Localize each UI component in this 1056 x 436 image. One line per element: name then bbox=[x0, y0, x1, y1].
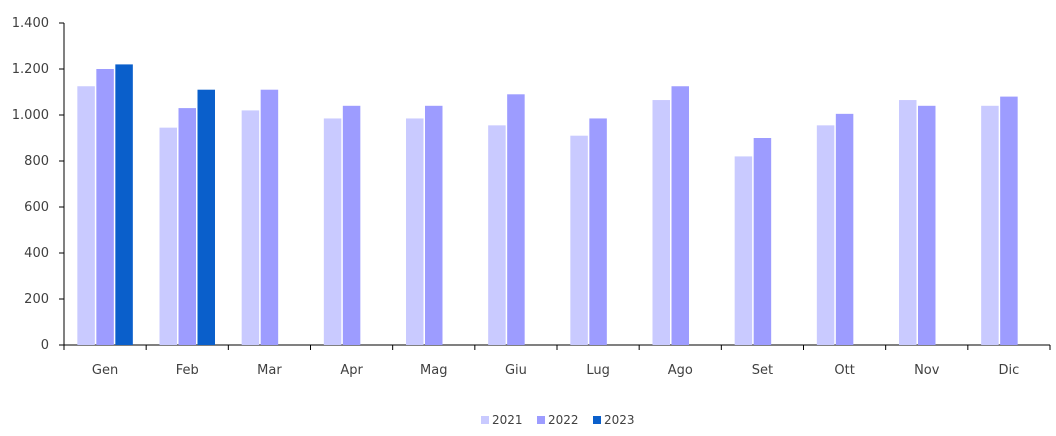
x-axis: Gen Feb Mar Apr Mag Giu Lug Ago Set Ott Nov Dic bbox=[63, 344, 1051, 378]
y-tick-label: 0 bbox=[41, 338, 49, 353]
bar-2022-lug bbox=[589, 118, 607, 345]
bar-2022-feb bbox=[178, 108, 196, 345]
bar-2022-mag bbox=[425, 105, 443, 345]
x-tick-label: Nov bbox=[914, 363, 940, 378]
bar-2021-apr bbox=[323, 118, 342, 345]
bar-2023-gen bbox=[115, 64, 133, 346]
bars-group bbox=[77, 64, 1018, 346]
x-tick-label: Ago bbox=[668, 363, 693, 378]
legend: 2021 2022 2023 bbox=[481, 413, 635, 427]
bar-2021-nov bbox=[899, 100, 917, 345]
bar-2021-giu bbox=[488, 125, 506, 345]
bar-2022-gen bbox=[96, 69, 114, 345]
x-tick-label: Gen bbox=[92, 363, 118, 378]
legend-swatch-2022 bbox=[537, 416, 545, 424]
y-tick-label: 800 bbox=[24, 154, 49, 169]
bar-2021-lug bbox=[570, 135, 588, 345]
legend-swatch-2023 bbox=[593, 416, 601, 424]
bar-2021-dic bbox=[981, 105, 999, 345]
bar-2022-apr bbox=[342, 105, 361, 345]
legend-label-2021: 2021 bbox=[492, 413, 523, 427]
bar-2021-mar bbox=[241, 110, 260, 346]
y-tick-label: 200 bbox=[24, 292, 49, 307]
bar-2022-dic bbox=[1000, 96, 1018, 345]
x-tick-label: Mag bbox=[420, 363, 447, 378]
y-tick-label: 1.200 bbox=[12, 62, 49, 77]
bar-2022-ott bbox=[835, 113, 854, 345]
bar-2021-ott bbox=[816, 125, 835, 345]
bar-2022-set bbox=[753, 138, 772, 345]
bar-2021-ago bbox=[652, 100, 670, 345]
x-tick-label: Feb bbox=[176, 363, 199, 378]
legend-swatch-2021 bbox=[481, 416, 489, 424]
bar-2022-nov bbox=[918, 105, 936, 345]
x-tick-label: Giu bbox=[505, 363, 527, 378]
x-tick-label: Mar bbox=[257, 363, 282, 378]
y-tick-label: 1.000 bbox=[12, 108, 49, 123]
bar-2022-giu bbox=[507, 94, 525, 345]
x-tick-label: Set bbox=[752, 363, 773, 378]
bar-2021-gen bbox=[77, 86, 95, 345]
bar-2022-mar bbox=[260, 89, 279, 345]
bar-2022-ago bbox=[671, 86, 689, 345]
x-tick-label: Ott bbox=[834, 363, 854, 378]
bar-2023-feb bbox=[197, 89, 215, 345]
y-tick-label: 1.400 bbox=[12, 16, 49, 31]
x-tick-label: Apr bbox=[340, 363, 363, 378]
bar-2021-feb bbox=[159, 127, 177, 346]
bar-2021-mag bbox=[406, 118, 424, 345]
legend-label-2022: 2022 bbox=[548, 413, 579, 427]
legend-label-2023: 2023 bbox=[604, 413, 635, 427]
bar-2021-set bbox=[734, 156, 753, 345]
x-tick-label: Lug bbox=[586, 363, 610, 378]
y-axis: 0 200 400 600 800 1.000 1.200 1.400 bbox=[12, 16, 65, 353]
y-tick-label: 400 bbox=[24, 246, 49, 261]
x-tick-label: Dic bbox=[999, 363, 1020, 378]
y-tick-label: 600 bbox=[24, 200, 49, 215]
